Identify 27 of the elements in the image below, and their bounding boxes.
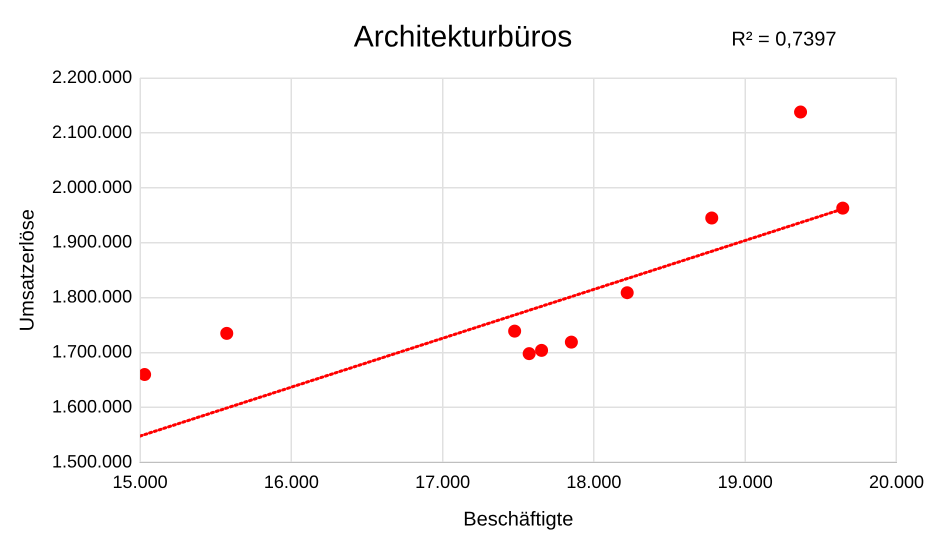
chart-title: Architekturbüros bbox=[354, 20, 572, 54]
point bbox=[535, 344, 548, 357]
point bbox=[836, 202, 850, 215]
y-tick-label: 1.600.000 bbox=[52, 396, 132, 416]
y-axis-title: Umsatzerlöse bbox=[16, 209, 39, 332]
point bbox=[522, 347, 536, 360]
y-tick-label: 1.800.000 bbox=[52, 286, 132, 307]
text: R² = 0,7397 bbox=[731, 28, 836, 51]
point bbox=[705, 212, 718, 225]
x-tick-label: 18.000 bbox=[566, 472, 622, 492]
y-tick-label: 2.200.000 bbox=[52, 66, 132, 87]
x-tick-label: 17.000 bbox=[415, 472, 470, 492]
y-tick-label: 1.700.000 bbox=[52, 342, 132, 362]
point bbox=[508, 324, 522, 338]
y-tick-label: 1.500.000 bbox=[52, 451, 132, 472]
point bbox=[794, 106, 808, 119]
x-tick-label: 20.000 bbox=[868, 472, 924, 492]
x-axis-title: Beschäftigte bbox=[463, 508, 574, 531]
point bbox=[220, 326, 234, 340]
y-tick-label: 2.100.000 bbox=[52, 122, 132, 142]
x-tick-label: 19.000 bbox=[718, 472, 773, 492]
point bbox=[564, 336, 578, 349]
y-tick-label: 1.900.000 bbox=[52, 232, 132, 252]
y-tick-label: 2.000.000 bbox=[52, 176, 132, 197]
point bbox=[620, 286, 634, 300]
x-tick-label: 16.000 bbox=[264, 472, 319, 492]
x-tick-label: 15.000 bbox=[112, 472, 168, 492]
